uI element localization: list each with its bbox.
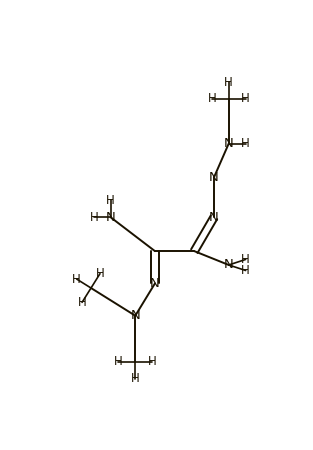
Text: H: H (72, 273, 81, 286)
Text: H: H (241, 137, 250, 150)
Text: H: H (131, 372, 140, 385)
Text: H: H (78, 296, 86, 309)
Text: H: H (148, 356, 156, 368)
Text: H: H (241, 264, 250, 277)
Text: N: N (224, 258, 233, 271)
Text: H: H (90, 211, 98, 224)
Text: H: H (241, 92, 250, 105)
Text: H: H (114, 356, 123, 368)
Text: H: H (208, 92, 216, 105)
Text: H: H (95, 267, 104, 280)
Text: N: N (131, 309, 140, 322)
Text: N: N (209, 171, 219, 184)
Text: N: N (209, 211, 219, 224)
Text: H: H (106, 194, 115, 207)
Text: H: H (224, 76, 233, 89)
Text: H: H (241, 253, 250, 266)
Text: N: N (150, 277, 160, 290)
Text: N: N (106, 211, 115, 224)
Text: N: N (224, 137, 233, 150)
